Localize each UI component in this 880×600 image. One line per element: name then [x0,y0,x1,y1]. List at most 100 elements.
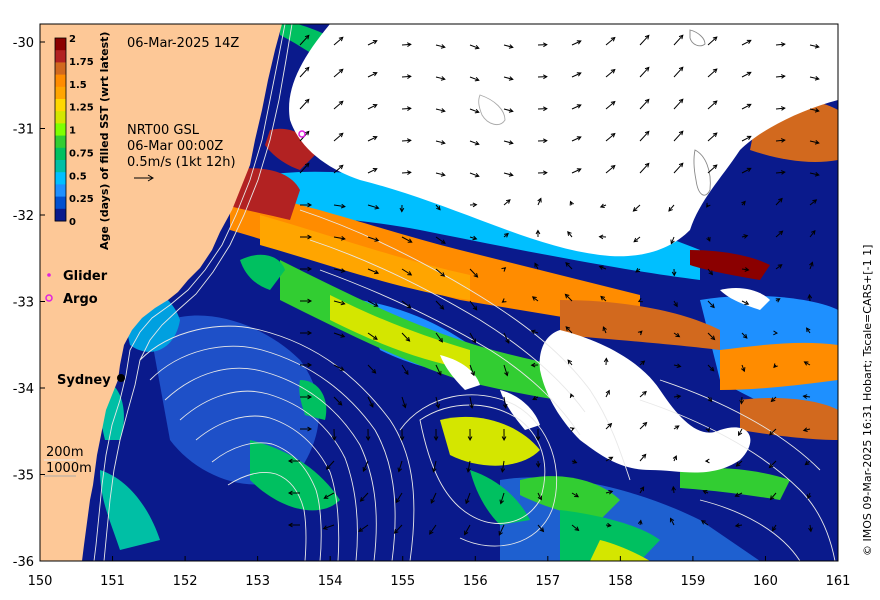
velocity-arrow-head [440,272,446,277]
colorbar-swatch [55,38,66,51]
velocity-arrow-head [535,463,541,468]
velocity-arrow-head [744,300,750,305]
velocity-arrow [707,164,718,174]
svg-text:Argo: Argo [63,292,98,307]
velocity-arrow-head [307,202,313,208]
velocity-arrow-head [474,140,480,146]
velocity-arrow-head [770,397,776,403]
velocity-arrow-head [706,236,711,242]
velocity-arrow-head [735,462,741,467]
y-tick-label: -32 [13,209,34,224]
velocity-arrow-head [338,164,344,170]
velocity-arrow-head [542,138,548,144]
velocity-arrow [673,98,684,110]
velocity-arrow-head [307,266,313,272]
velocity-arrow-head [769,430,774,436]
velocity-arrow [435,44,445,48]
velocity-arrow [741,332,748,339]
velocity-arrow [741,135,752,142]
velocity-arrow-head [440,76,446,81]
velocity-arrow-head [429,529,434,535]
velocity-arrow-head [576,72,582,77]
velocity-arrow [740,396,743,404]
velocity-arrow [605,101,616,110]
velocity-arrow-head [471,338,476,344]
velocity-arrow-head [564,293,570,299]
colorbar-swatch [55,172,66,185]
velocity-arrow-head [339,366,345,371]
velocity-arrow-head [742,334,748,339]
velocity-arrow [602,326,607,334]
velocity-arrow-head [576,104,582,109]
velocity-arrow-head [708,270,714,276]
velocity-arrow-head [537,197,542,203]
svg-text:1000m: 1000m [46,461,92,476]
velocity-arrow [360,492,369,502]
velocity-arrow-head [644,34,650,40]
velocity-arrow-head [508,44,514,49]
velocity-arrow [707,332,715,340]
colorbar-tick-label: 1.5 [69,80,87,91]
velocity-arrow [333,396,343,406]
velocity-arrow [809,172,819,176]
velocity-arrow-head [474,44,480,50]
velocity-arrow-head [806,494,812,500]
velocity-arrow-head [702,490,708,495]
velocity-arrow-head [640,360,646,366]
velocity-arrow-head [567,231,572,236]
velocity-arrow [741,71,752,78]
velocity-arrow [503,396,507,408]
velocity-arrow [673,332,680,338]
velocity-arrow-head [814,43,820,49]
velocity-arrow-head [642,390,647,396]
velocity-arrow [605,456,613,462]
velocity-arrow-head [474,172,480,178]
velocity-arrow-head [508,140,514,145]
velocity-arrow [401,171,411,174]
velocity-arrow-head [406,170,412,175]
velocity-arrow [435,364,442,376]
velocity-arrow-head [812,199,818,204]
velocity-arrow-head [371,368,377,374]
velocity-arrow [401,332,410,342]
velocity-arrow-head [567,359,573,365]
velocity-arrow [571,40,582,46]
velocity-arrow-head [610,100,616,106]
velocity-arrow-head [534,262,539,268]
velocity-arrow [367,104,378,110]
velocity-arrow-head [504,232,509,238]
velocity-arrow [741,300,749,305]
velocity-arrow-head [325,465,331,470]
velocity-arrow-head [504,371,509,377]
velocity-arrow [741,103,752,110]
velocity-arrow-head [340,333,346,338]
velocity-arrow [435,140,445,144]
velocity-arrow [605,133,616,142]
velocity-arrow [775,107,785,110]
velocity-arrow [571,72,582,78]
velocity-arrow-head [676,394,682,399]
velocity-arrow-head [307,394,313,400]
product-line-3: 0.5m/s (1kt 12h) [127,155,236,170]
product-line-1: NRT00 GSL [127,123,200,138]
x-tick-label: 157 [535,574,560,589]
colorbar-swatch [55,196,66,210]
colorbar-swatch [55,208,66,222]
velocity-arrow [501,460,505,472]
velocity-arrow-head [602,326,607,332]
velocity-arrow [531,330,539,334]
velocity-arrow-head [358,527,364,533]
velocity-arrow-head [539,527,545,533]
place-sydney: Sydney [57,373,125,388]
velocity-arrow-head [469,403,474,409]
velocity-arrow [605,490,613,494]
velocity-arrow-head [712,36,718,42]
velocity-arrow-head [610,36,616,42]
velocity-arrow-head [712,164,718,170]
velocity-arrow [435,300,444,310]
velocity-arrow-head [678,66,684,72]
velocity-arrow-head [508,172,514,177]
velocity-arrow [401,139,411,142]
velocity-arrow-head [338,132,344,138]
velocity-arrow-head [780,138,786,143]
